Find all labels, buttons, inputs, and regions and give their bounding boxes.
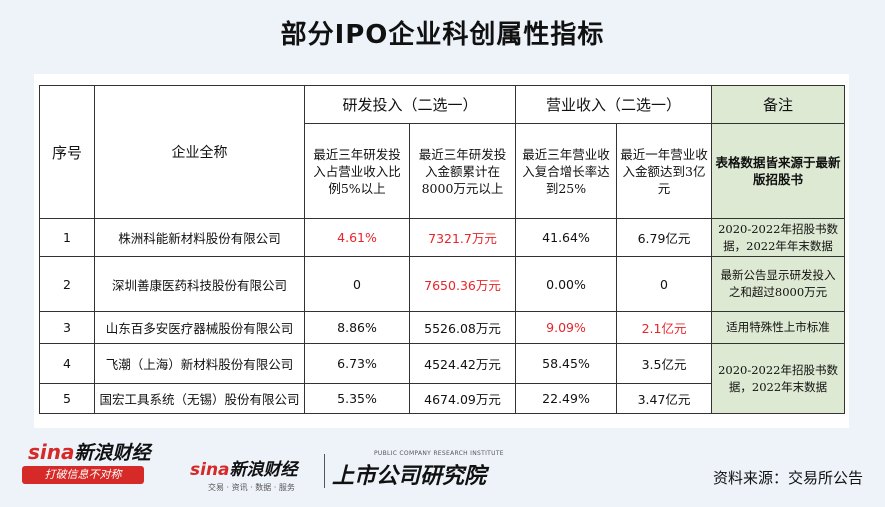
table-row: 3 山东百多安医疗器械股份有限公司 8.86% 5526.08万元 9.09% …: [39, 311, 846, 344]
sina-subtitle: 交易 · 资讯 · 数据 · 服务: [208, 483, 295, 492]
cell-note: 2020-2022年招股书数据，2022年年末数据: [711, 218, 846, 257]
cell-company: 株洲科能新材料股份有限公司: [94, 218, 305, 257]
cell-rd-amount: 7650.36万元: [408, 256, 517, 312]
cell-rd-ratio: 6.73%: [304, 343, 410, 384]
header-rev-growth: 最近三年营业收入复合增长率达到25%: [515, 123, 618, 219]
cell-rev-last: 6.79亿元: [616, 218, 713, 257]
institute-cn-name: 上市公司研究院: [332, 464, 487, 489]
page-title: 部分IPO企业科创属性指标: [280, 20, 605, 50]
cell-rev-last: 0: [616, 256, 713, 312]
cell-note: 最新公告显示研发投入之和超过8000万元: [711, 256, 846, 312]
table-row: 2 深圳善康医药科技股份有限公司 0 7650.36万元 0.00% 0 最新公…: [39, 256, 846, 312]
table-panel: 序号 企业全称 研发投入（二选一） 营业收入（二选一） 备注 最近三年研发投入占…: [34, 74, 849, 428]
ipo-indicator-table: 序号 企业全称 研发投入（二选一） 营业收入（二选一） 备注 最近三年研发投入占…: [39, 85, 846, 414]
sina-finance-logo-secondary: sina新浪财经 交易 · 资讯 · 数据 · 服务: [190, 455, 320, 495]
source-note: 资料来源：交易所公告: [712, 469, 863, 487]
cell-rev-last: 3.47亿元: [616, 383, 713, 414]
cell-rev-growth: 0.00%: [515, 256, 618, 312]
logo-divider: [324, 454, 325, 488]
cell-rd-ratio: 8.86%: [304, 311, 410, 344]
cell-rd-amount: 4524.42万元: [408, 343, 517, 384]
table-row: 4 飞潮（上海）新材料股份有限公司 6.73% 4524.42万元 58.45%…: [39, 343, 846, 414]
sina-brand: sina: [190, 460, 230, 480]
header-note-source: 表格数据皆来源于最新版招股书: [711, 123, 846, 219]
table-row: 5 国宏工具系统（无锡）股份有限公司 5.35% 4674.09万元 22.49…: [39, 383, 845, 414]
cell-rev-last: 2.1亿元: [616, 311, 713, 344]
sina-finance-name: 新浪财经: [229, 460, 298, 480]
cell-rev-growth: 22.49%: [515, 383, 618, 414]
cell-rd-ratio: 5.35%: [304, 383, 410, 414]
header-rd-amount: 最近三年研发投入金额累计在8000万元以上: [408, 123, 517, 219]
cell-note: 适用特殊性上市标准: [711, 311, 846, 344]
cell-rd-amount: 5526.08万元: [408, 311, 517, 344]
header-company-name: 企业全称: [94, 85, 305, 219]
sina-finance-logo: sina新浪财经 打破信息不对称: [22, 438, 151, 488]
cell-company: 山东百多安医疗器械股份有限公司: [94, 311, 305, 344]
cell-company: 国宏工具系统（无锡）股份有限公司: [94, 383, 305, 414]
institute-en-name: PUBLIC COMPANY RESEARCH INSTITUTE: [374, 450, 504, 457]
header-group-revenue: 营业收入（二选一）: [515, 85, 713, 124]
table-row: 1 株洲科能新材料股份有限公司 4.61% 7321.7万元 41.64% 6.…: [39, 218, 846, 257]
cell-rd-amount: 7321.7万元: [408, 218, 517, 257]
header-rev-last: 最近一年营业收入金额达到3亿元: [616, 123, 713, 219]
cell-seq: 4: [39, 343, 95, 384]
cell-seq: 3: [39, 311, 95, 344]
sina-finance-name: 新浪财经: [74, 442, 151, 464]
cell-rev-growth: 41.64%: [515, 218, 618, 257]
cell-rev-growth: 9.09%: [515, 311, 618, 344]
cell-rev-last: 3.5亿元: [616, 343, 713, 384]
cell-company: 飞潮（上海）新材料股份有限公司: [94, 343, 305, 384]
institute-logo: PUBLIC COMPANY RESEARCH INSTITUTE 上市公司研究…: [332, 450, 504, 494]
cell-rev-growth: 58.45%: [515, 343, 618, 384]
cell-company: 深圳善康医药科技股份有限公司: [94, 256, 305, 312]
cell-seq: 1: [39, 218, 95, 257]
header-seq: 序号: [39, 85, 95, 219]
cell-rd-ratio: 0: [304, 256, 410, 312]
header-group-rd: 研发投入（二选一）: [303, 85, 517, 124]
sina-brand: sina: [28, 440, 75, 464]
cell-seq: 2: [39, 256, 95, 312]
cell-note-merged: 2020-2022年招股书数据，2022年末数据: [711, 343, 846, 414]
cell-rd-ratio: 4.61%: [304, 218, 410, 257]
sina-slogan: 打破信息不对称: [22, 466, 144, 484]
cell-seq: 5: [39, 383, 95, 414]
header-rd-ratio: 最近三年研发投入占营业收入比例5%以上: [304, 123, 410, 219]
cell-rd-amount: 4674.09万元: [408, 383, 517, 414]
header-group-note: 备注: [711, 85, 846, 124]
